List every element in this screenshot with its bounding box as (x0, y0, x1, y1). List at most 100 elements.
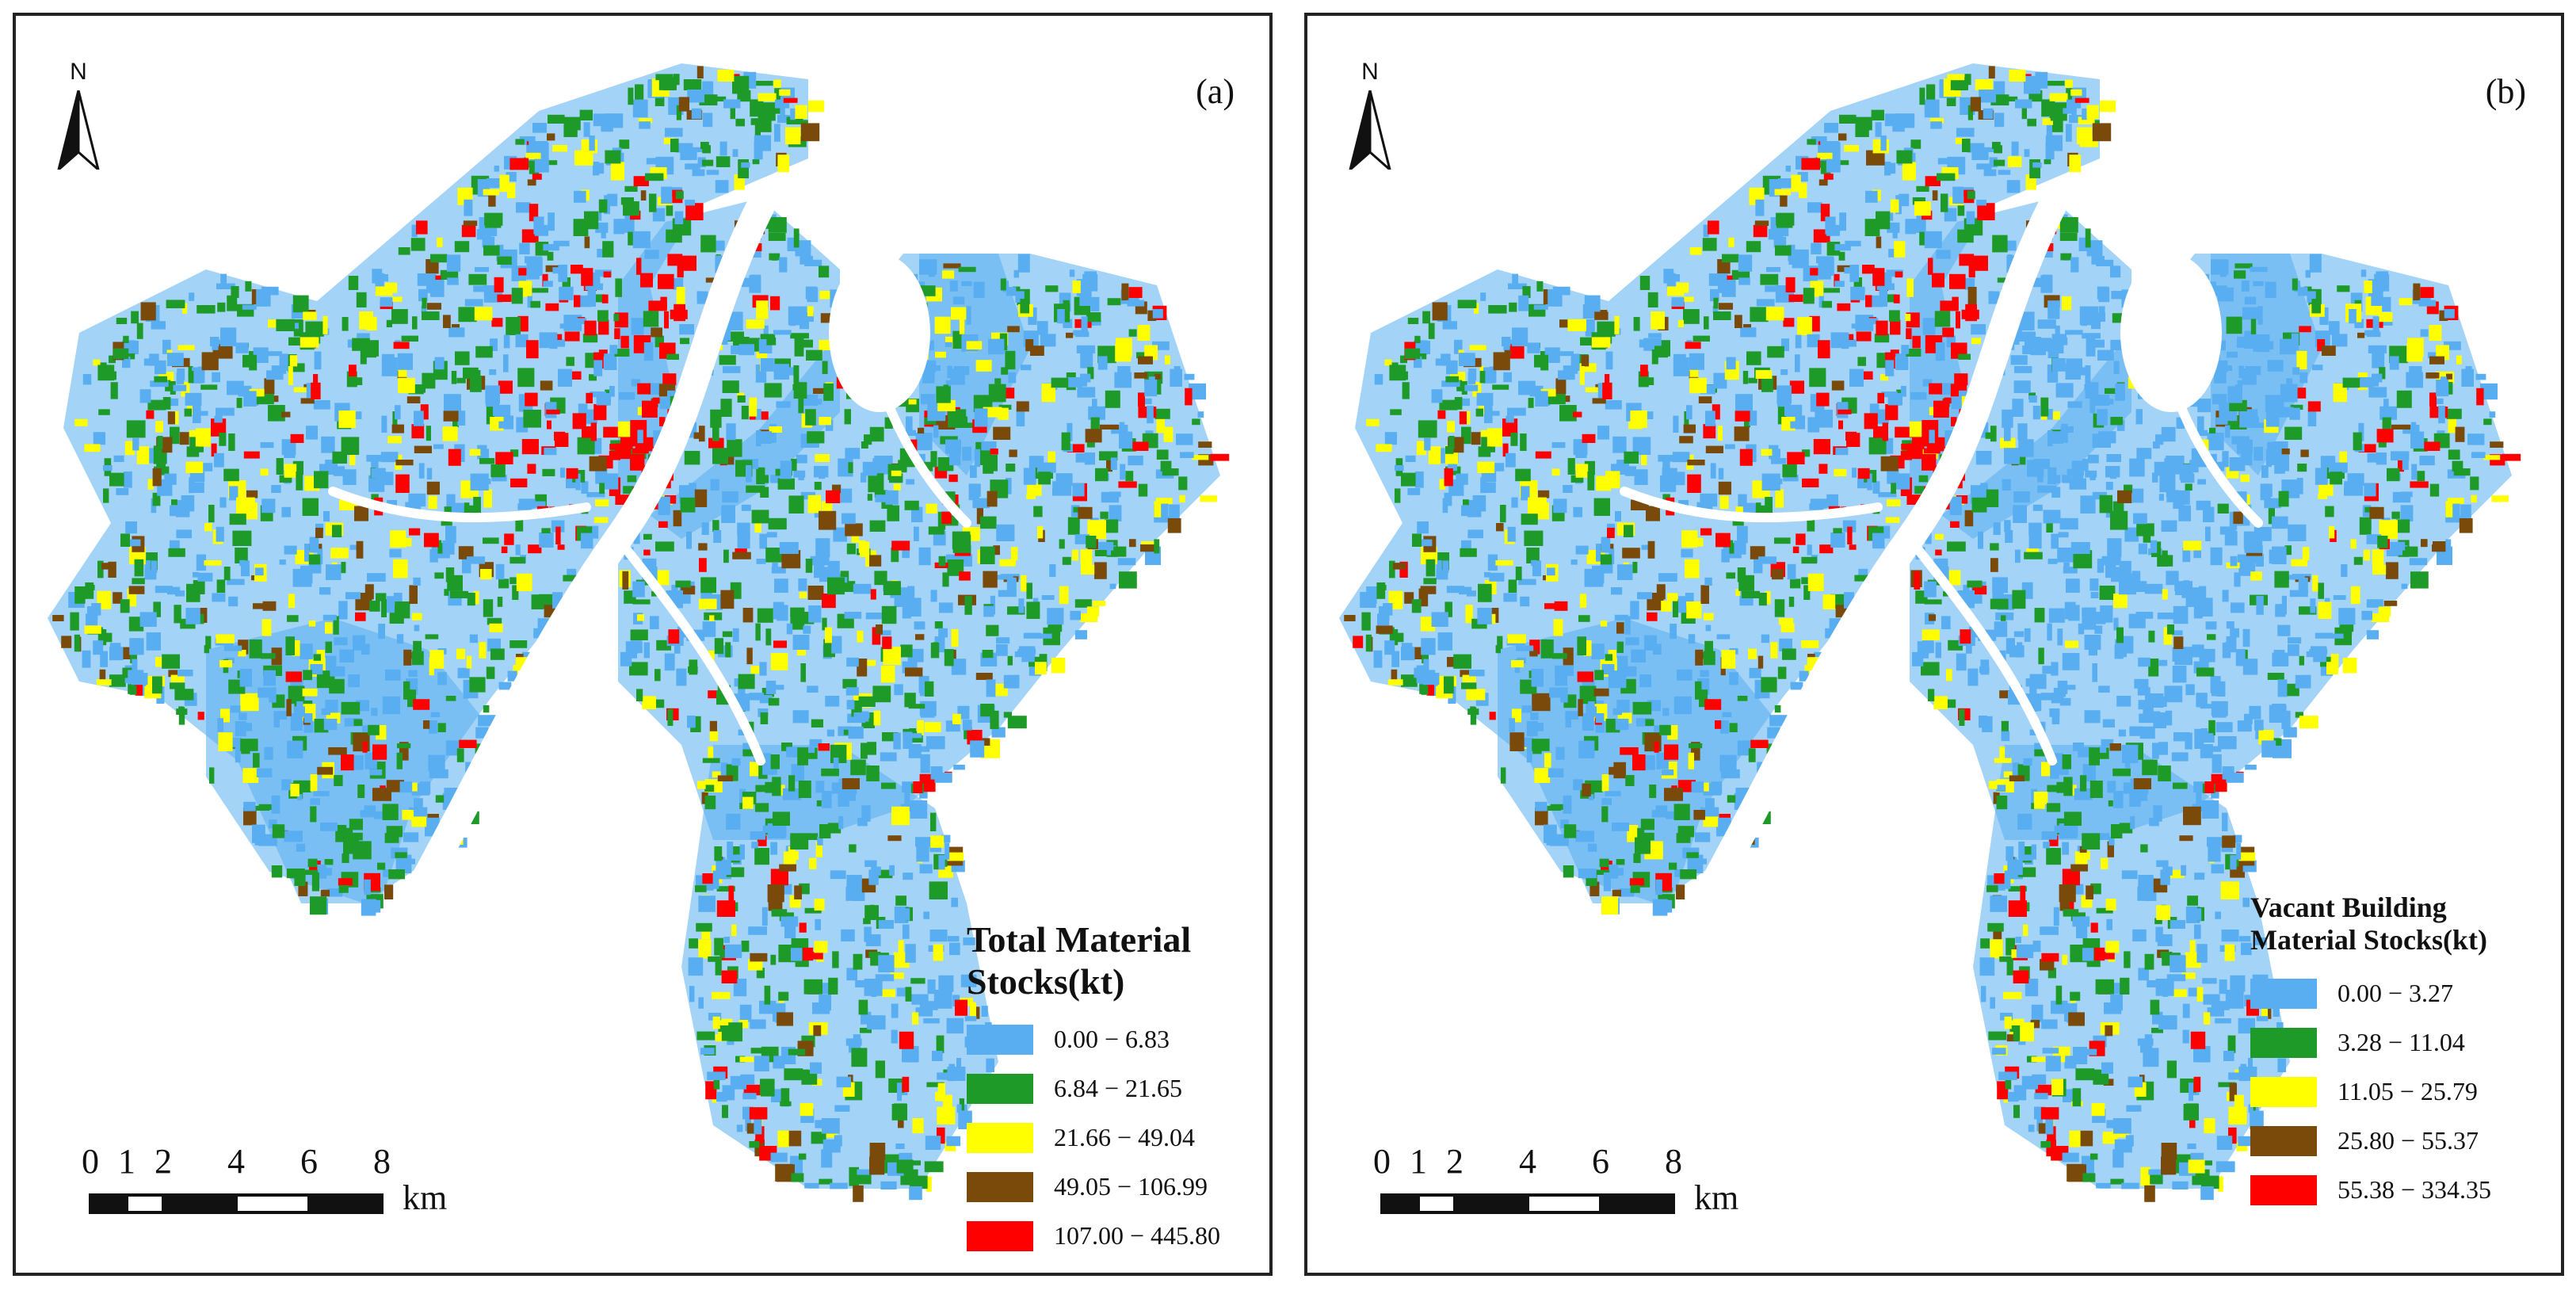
building-block (732, 552, 751, 559)
building-block (1578, 740, 1595, 758)
building-block (1783, 475, 1799, 482)
building-block (458, 307, 477, 323)
building-block (912, 1118, 924, 1134)
building-block (766, 338, 777, 346)
building-block (1999, 956, 2010, 962)
building-block (2016, 944, 2034, 958)
building-block (807, 746, 815, 753)
building-block (2041, 831, 2057, 840)
building-block (1565, 711, 1579, 720)
building-block (674, 211, 684, 224)
building-block (2372, 373, 2383, 383)
building-block (798, 578, 807, 591)
building-block (1955, 138, 1966, 144)
building-block (1197, 411, 1204, 418)
legend-swatch (967, 1024, 1033, 1055)
building-block (2057, 681, 2068, 694)
building-block (581, 481, 589, 494)
building-block (864, 860, 877, 867)
building-block (1641, 544, 1649, 550)
building-block (1601, 774, 1609, 792)
building-block (227, 578, 245, 586)
building-block (1965, 304, 1977, 322)
building-block (689, 938, 698, 949)
building-block (1458, 398, 1470, 407)
building-block (1992, 577, 2008, 594)
building-block (1007, 326, 1020, 333)
building-block (1933, 400, 1949, 418)
building-block (1667, 593, 1678, 601)
building-block (444, 589, 449, 596)
building-block (1137, 325, 1151, 341)
building-block (408, 670, 418, 678)
building-block (893, 483, 901, 491)
building-block (1839, 114, 1857, 124)
building-block (980, 546, 995, 564)
building-block (585, 283, 603, 290)
building-block (547, 133, 555, 141)
building-block (696, 66, 704, 78)
building-block (1094, 562, 1107, 579)
building-block (1895, 271, 1903, 278)
building-block (596, 393, 611, 406)
city-map-b (1339, 63, 2521, 1202)
building-block (2110, 510, 2128, 530)
building-block (1544, 347, 1560, 363)
building-block (1069, 269, 1075, 277)
building-block (754, 122, 761, 138)
building-block (1831, 380, 1845, 391)
building-block (2182, 470, 2193, 476)
building-block (790, 320, 796, 326)
building-block (988, 338, 1005, 355)
building-block (1007, 606, 1025, 615)
building-block (639, 121, 651, 129)
building-block (687, 716, 696, 728)
building-block (906, 1056, 918, 1063)
building-block (876, 630, 891, 636)
building-block (1162, 468, 1179, 476)
building-block (1981, 986, 1986, 1002)
building-block (1765, 307, 1784, 321)
building-block (1025, 339, 1034, 352)
building-block (991, 727, 1006, 738)
building-block (1799, 670, 1809, 682)
building-block (2047, 409, 2053, 420)
building-block (788, 306, 807, 326)
building-block (2230, 556, 2238, 567)
legend-title-line: Stocks(kt) (967, 960, 1125, 1002)
building-block (1472, 495, 1486, 512)
building-block (1761, 449, 1775, 456)
building-block (2241, 447, 2253, 466)
building-block (1930, 121, 1942, 129)
building-block (98, 409, 110, 415)
building-block (2018, 331, 2036, 342)
building-block (254, 567, 264, 576)
building-block (2280, 338, 2296, 355)
building-block (2013, 491, 2030, 503)
building-block (130, 648, 137, 663)
building-block (2502, 453, 2521, 461)
building-block (1548, 289, 1563, 307)
building-block (356, 292, 367, 307)
building-block (752, 159, 760, 165)
building-block (567, 568, 577, 577)
building-block (371, 457, 379, 475)
building-block (2113, 361, 2120, 374)
building-block (743, 1084, 762, 1096)
building-block (129, 638, 144, 655)
building-block (1008, 372, 1017, 384)
building-block (951, 897, 958, 907)
building-block (2086, 105, 2099, 119)
building-block (360, 349, 367, 365)
building-block (865, 613, 885, 620)
building-block (1788, 294, 1803, 302)
building-block (470, 376, 482, 392)
building-block (880, 666, 895, 683)
building-block (2170, 920, 2185, 929)
building-block (1526, 548, 1540, 563)
building-block (2166, 490, 2180, 498)
building-block (1942, 327, 1954, 338)
building-block (539, 332, 558, 349)
building-block (741, 406, 749, 420)
building-block (1992, 142, 2001, 149)
